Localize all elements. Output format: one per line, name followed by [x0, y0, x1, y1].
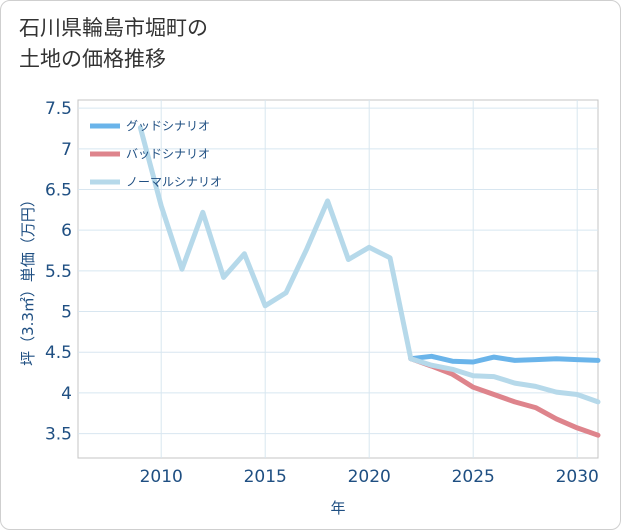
x-axis-label: 年: [330, 499, 345, 517]
series-line: [408, 353, 601, 365]
y-tick-label: 6: [61, 221, 72, 241]
y-tick-label: 5: [61, 303, 72, 323]
x-tick-label: 2020: [348, 467, 391, 487]
y-tick-label: 6.5: [45, 181, 72, 201]
y-tick-label: 5.5: [45, 262, 72, 282]
legend-item: バッドシナリオ: [90, 147, 210, 161]
x-tick-label: 2015: [244, 467, 287, 487]
legend-label: バッドシナリオ: [126, 147, 210, 161]
y-tick-label: 3.5: [45, 425, 72, 445]
series-line: [408, 356, 601, 438]
legend-label: ノーマルシナリオ: [126, 175, 222, 189]
series-layer: [137, 125, 601, 438]
y-axis-label: 坪（3.3㎡）単価（万円）: [19, 192, 37, 366]
grid-lines: [78, 100, 598, 458]
legend-item: ノーマルシナリオ: [90, 175, 222, 189]
y-tick-label: 4.5: [45, 343, 72, 363]
x-tick-label: 2030: [556, 467, 599, 487]
y-tick-label: 4: [61, 384, 72, 404]
series-normal: [137, 125, 601, 405]
x-tick-label: 2010: [140, 467, 183, 487]
y-tick-label: 7.5: [45, 99, 72, 119]
chart-title-line1: 石川県輪島市堀町の: [19, 16, 208, 40]
chart-title-line2: 土地の価格推移: [19, 47, 166, 71]
y-tick-label: 7: [61, 140, 72, 160]
chart-title: 石川県輪島市堀町の 土地の価格推移: [19, 13, 208, 75]
axis-ticks: 2010 2015 2020 2025 2030 3.5 4 4.5 5 5.5 6 6.5 7 7.5: [45, 99, 599, 487]
x-tick-label: 2025: [452, 467, 495, 487]
legend-label: グッドシナリオ: [126, 119, 210, 133]
legend-item: グッドシナリオ: [90, 119, 210, 133]
